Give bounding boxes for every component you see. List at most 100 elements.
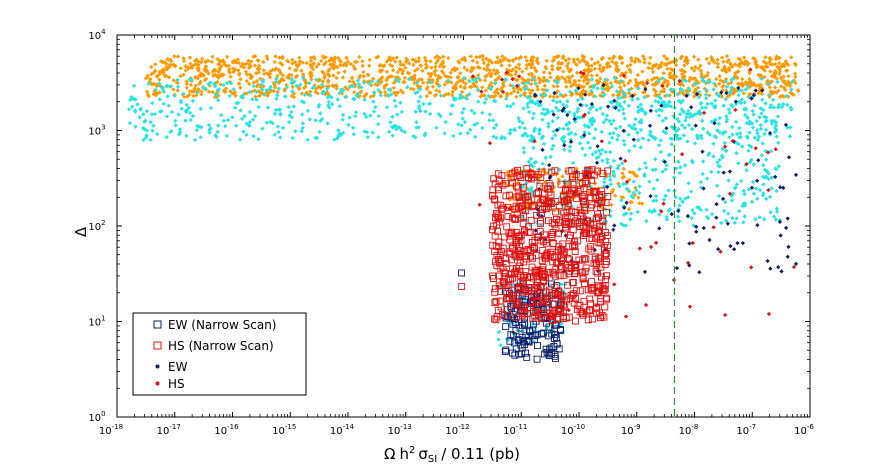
legend-label: HS [168,377,185,391]
data-point [238,85,243,90]
data-point [163,73,169,78]
data-point [171,78,176,83]
data-point [187,55,193,60]
data-point [613,193,618,198]
x-tick-label: 10-16 [214,423,239,437]
data-point [175,88,180,93]
data-point [230,91,235,96]
data-point [188,61,193,66]
data-point [163,61,169,66]
data-point [747,130,752,135]
legend-label: HS (Narrow Scan) [168,339,274,353]
data-point [505,170,510,175]
data-point [627,169,633,175]
data-point [151,81,157,87]
data-point [157,72,162,77]
data-point [157,77,162,82]
data-point [305,137,310,142]
data-point [216,62,221,67]
data-point [196,59,201,64]
data-point [620,171,625,176]
data-point [225,54,230,59]
data-point [222,62,227,67]
data-point [243,69,249,74]
data-point [299,128,304,134]
data-point [210,69,216,74]
data-point [155,91,160,96]
x-tick-label: 10-15 [272,423,296,437]
data-point [468,127,473,133]
data-point [213,72,218,78]
data-point [187,89,193,94]
data-point [203,59,208,64]
data-point [234,60,239,65]
data-point [631,170,637,176]
data-point [178,74,183,79]
data-point [187,92,192,97]
x-tick-label: 10-9 [621,423,641,437]
legend-marker-dot-red [155,381,160,386]
data-point [183,68,188,73]
data-point [217,74,222,79]
data-point [244,78,249,84]
data-point [556,177,561,182]
data-point [236,60,242,66]
data-point [186,65,191,70]
data-point [560,174,565,179]
data-point [247,81,252,87]
data-point [161,101,166,106]
data-point [510,58,516,63]
data-point [218,82,223,87]
data-point [189,65,195,71]
data-point [179,106,184,111]
data-point [152,69,158,74]
data-point [144,89,150,94]
data-point [226,63,232,68]
data-point [505,172,510,178]
data-point [226,69,232,74]
data-point [191,89,196,94]
data-point [336,128,341,133]
data-point [181,56,186,61]
data-point [165,94,170,99]
data-point [610,189,615,194]
data-point [621,166,626,171]
data-point [640,201,645,206]
data-point [154,74,160,79]
data-point [254,89,259,94]
data-point [145,92,150,97]
data-point [199,92,204,97]
data-point [153,62,158,67]
x-tick-label: 10-10 [561,423,585,437]
data-point [210,54,215,59]
data-point [209,59,214,64]
y-tick-label: 102 [88,219,105,233]
y-tick-label: 104 [88,28,106,42]
data-point [166,75,172,80]
x-tick-label: 10-14 [330,423,355,437]
data-point [626,207,632,212]
y-axis-label: Δ [72,226,90,237]
data-point [181,72,186,78]
data-point [210,89,215,95]
data-point [199,59,204,65]
data-point [233,67,238,72]
data-point [192,86,197,91]
data-point [216,123,221,128]
data-point [621,174,627,179]
data-point [200,72,205,77]
data-point [217,66,222,71]
data-point [164,65,170,70]
data-point [236,81,242,86]
data-point [148,76,153,82]
data-point [187,110,193,116]
data-point [221,88,226,93]
data-point [197,81,202,87]
data-point [251,80,257,85]
data-point [149,64,154,70]
x-tick-label: 10-13 [388,423,412,437]
data-point [203,67,208,72]
data-point [636,195,641,200]
data-point [251,54,256,59]
